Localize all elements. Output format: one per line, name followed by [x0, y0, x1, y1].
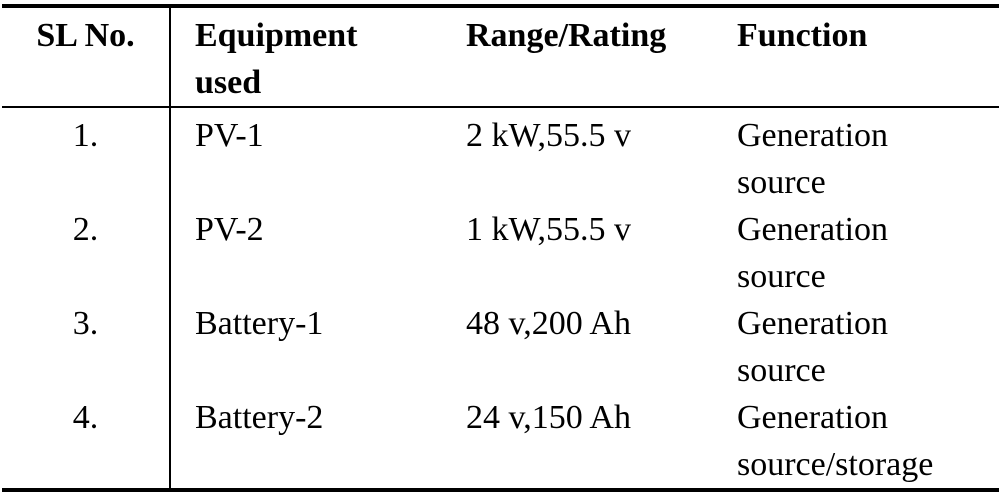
- cell-function-line2: source: [737, 352, 826, 389]
- header-sl-no: SL No.: [2, 6, 171, 107]
- header-range-rating: Range/Rating: [440, 6, 710, 107]
- equipment-table: SL No. Equipment used Range/Rating Funct…: [2, 4, 999, 492]
- cell-function: Generation source: [710, 206, 999, 300]
- cell-function-line1: Generation: [737, 399, 889, 436]
- cell-function-line1: Generation: [737, 211, 889, 248]
- header-function-label: Function: [737, 17, 868, 54]
- cell-equipment: PV-1: [195, 117, 264, 154]
- table-row: 4. Battery-2 24 v,150 Ah Generation sour…: [2, 394, 999, 490]
- cell-range-rating: 2 kW,55.5 v: [466, 117, 631, 154]
- cell-range-rating: 24 v,150 Ah: [466, 399, 631, 436]
- cell-range-rating: 48 v,200 Ah: [466, 305, 631, 342]
- header-sl-no-label: SL No.: [36, 17, 135, 54]
- cell-function: Generation source/storage: [710, 394, 999, 490]
- cell-range-rating: 1 kW,55.5 v: [466, 211, 631, 248]
- header-equipment-line1: Equipment: [195, 17, 358, 54]
- header-range-rating-label: Range/Rating: [466, 17, 667, 54]
- table-row: 3. Battery-1 48 v,200 Ah Generation sour…: [2, 300, 999, 394]
- cell-sl-no: 1.: [2, 107, 171, 206]
- table-row: 2. PV-2 1 kW,55.5 v Generation source: [2, 206, 999, 300]
- cell-sl-no: 3.: [2, 300, 171, 394]
- cell-function-line2: source: [737, 258, 826, 295]
- cell-function-line1: Generation: [737, 117, 889, 154]
- cell-sl-no: 2.: [2, 206, 171, 300]
- table-header: SL No. Equipment used Range/Rating Funct…: [2, 6, 999, 107]
- cell-function: Generation source: [710, 107, 999, 206]
- cell-function-line1: Generation: [737, 305, 889, 342]
- cell-function-line2: source: [737, 164, 826, 201]
- equipment-table-container: SL No. Equipment used Range/Rating Funct…: [2, 4, 999, 490]
- table-body: 1. PV-1 2 kW,55.5 v Generation source 2.…: [2, 107, 999, 490]
- cell-function-line2: source/storage: [737, 446, 934, 483]
- cell-equipment: PV-2: [195, 211, 264, 248]
- table-row: 1. PV-1 2 kW,55.5 v Generation source: [2, 107, 999, 206]
- header-function: Function: [710, 6, 999, 107]
- cell-equipment: Battery-1: [195, 305, 324, 342]
- cell-equipment: Battery-2: [195, 399, 324, 436]
- cell-function: Generation source: [710, 300, 999, 394]
- header-equipment-line2: used: [195, 64, 262, 101]
- cell-sl-no: 4.: [2, 394, 171, 490]
- header-row: SL No. Equipment used Range/Rating Funct…: [2, 6, 999, 107]
- header-equipment: Equipment used: [170, 6, 440, 107]
